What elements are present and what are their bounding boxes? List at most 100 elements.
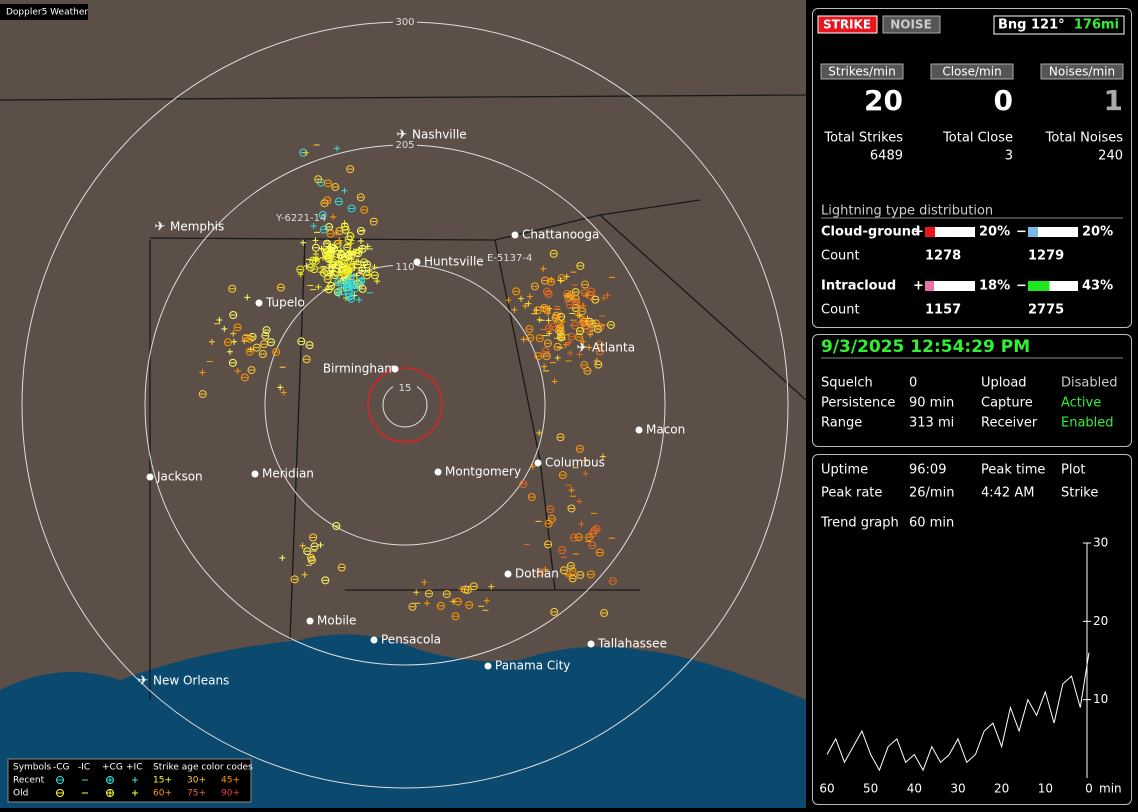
strike (559, 566, 568, 575)
legend-header: +CG (102, 763, 123, 773)
stat: Plot (1061, 463, 1086, 478)
city-dot (391, 365, 399, 373)
y-tick-label: 20 (1093, 614, 1108, 628)
strike (347, 204, 356, 213)
strike (276, 283, 285, 292)
strike (258, 349, 267, 358)
map-title: Doppler5 Weather (6, 8, 88, 18)
strike (198, 390, 207, 399)
bearing-box (993, 15, 1125, 35)
map: 300 205 110 15 ✈ Nashville ✈ Memphis Chattanooga… (0, 0, 806, 808)
strike (321, 576, 330, 585)
legend-age: 30+ (187, 776, 206, 786)
city-dot (413, 258, 421, 266)
strike (318, 210, 327, 219)
strike (588, 541, 597, 550)
strike (290, 575, 299, 584)
bar-track (925, 281, 975, 291)
strike (566, 561, 575, 570)
rate-label-bg (930, 63, 1014, 80)
strike (568, 567, 577, 576)
trend-line (826, 652, 1090, 772)
strike (228, 358, 237, 367)
city-label: Tallahassee (597, 637, 667, 651)
x-axis-label: min (1099, 782, 1122, 796)
legend-age: 90+ (221, 789, 240, 799)
strike (323, 196, 332, 205)
strike (327, 243, 336, 252)
count: 1157 (925, 303, 961, 318)
strike (343, 260, 352, 269)
distribution-title: Lightning type distribution (821, 204, 993, 219)
percent: 43% (1082, 279, 1113, 294)
strike (324, 285, 333, 294)
storm-label: Y-6221-14 (275, 213, 326, 224)
x-tick-label: 20 (994, 782, 1009, 796)
strike (572, 298, 581, 307)
city-label: Meridian (262, 467, 314, 481)
bar-fill (1028, 227, 1038, 237)
strike (245, 347, 254, 356)
total-label: Total Close (942, 131, 1013, 146)
count: 1278 (925, 249, 961, 264)
legend-age: 60+ (153, 789, 172, 799)
ring-label: 300 (395, 17, 414, 28)
strike (591, 295, 600, 304)
legend-header: -IC (78, 763, 90, 773)
strike (337, 563, 346, 572)
strike (272, 348, 281, 357)
strike (542, 287, 551, 296)
city-dot (251, 470, 259, 478)
x-tick-label: 40 (907, 782, 922, 796)
clock: 9/3/2025 12:54:29 PM (821, 337, 1030, 357)
ring-label-bg (393, 139, 417, 151)
city-dot (635, 426, 643, 434)
strike (595, 340, 604, 349)
stat: 96:09 (909, 463, 946, 478)
strike (358, 266, 367, 275)
strike (535, 334, 544, 343)
state-borders (0, 94, 806, 700)
legend-row-label: Old (13, 789, 28, 799)
strike (442, 590, 451, 599)
y-tick-label: 30 (1093, 536, 1108, 550)
storm-label: E-5137-4 (487, 253, 532, 264)
ring-label: 205 (395, 140, 414, 151)
close-ring (367, 367, 443, 443)
strike (356, 193, 365, 202)
rate-label: Noises/min (1049, 65, 1115, 79)
strike (544, 540, 553, 549)
setting: 0 (909, 376, 917, 391)
strike (323, 179, 332, 188)
sign: − (1016, 225, 1027, 240)
rate-label: Close/min (942, 65, 1001, 79)
setting: Capture (981, 396, 1033, 411)
strike (536, 568, 545, 577)
legend-symbol (56, 776, 64, 784)
airport-icon: ✈ (577, 341, 588, 356)
strike (314, 175, 323, 184)
strike (223, 338, 232, 347)
strike (553, 342, 562, 351)
ring-label-bg (393, 16, 417, 28)
airport-icon: ✈ (138, 674, 149, 689)
total-label: Total Noises (1045, 131, 1124, 146)
city-label: Huntsville (424, 255, 484, 269)
noise-button[interactable] (882, 15, 941, 34)
strike (526, 333, 535, 342)
legend-header: Strike age color codes (153, 763, 253, 773)
bar-track (1028, 281, 1078, 291)
strike (469, 582, 478, 591)
city-label: Pensacola (381, 633, 441, 647)
setting: Active (1061, 396, 1101, 411)
count: 1279 (1028, 249, 1064, 264)
strike-button[interactable] (817, 15, 878, 34)
city-dot (484, 662, 492, 670)
rate-value: 0 (994, 84, 1013, 117)
city-dot (146, 473, 154, 481)
bar-track (1028, 227, 1078, 237)
strike (408, 602, 417, 611)
city-dot (504, 570, 512, 578)
bearing: Bng 121° (998, 18, 1065, 33)
